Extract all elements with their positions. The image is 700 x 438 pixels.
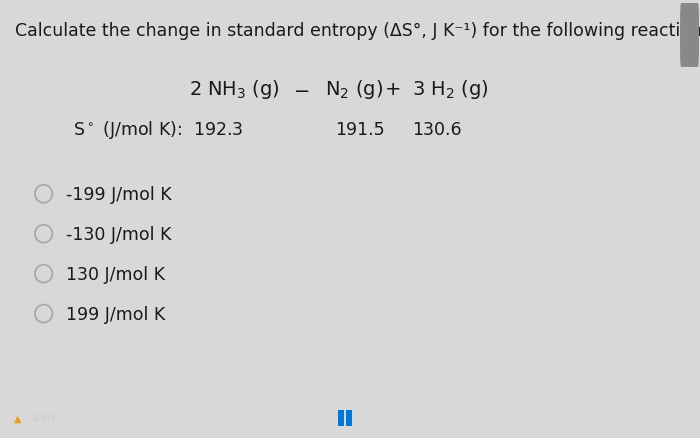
Text: 191.5: 191.5	[335, 120, 384, 138]
Text: 130.6: 130.6	[412, 120, 462, 138]
Text: -199 J/mol K: -199 J/mol K	[66, 185, 172, 203]
FancyBboxPatch shape	[346, 410, 352, 426]
Text: N$_2$ (g): N$_2$ (g)	[325, 78, 383, 101]
FancyBboxPatch shape	[680, 4, 699, 68]
Text: ▲: ▲	[14, 413, 22, 423]
Text: 63°F: 63°F	[32, 413, 58, 423]
Text: +: +	[384, 80, 401, 99]
Text: -130 J/mol K: -130 J/mol K	[66, 225, 172, 243]
Text: 2 NH$_3$ (g): 2 NH$_3$ (g)	[189, 78, 280, 101]
Text: $-$: $-$	[293, 80, 309, 99]
FancyBboxPatch shape	[338, 410, 344, 426]
Text: 130 J/mol K: 130 J/mol K	[66, 265, 165, 283]
Text: Calculate the change in standard entropy (ΔS°, J K⁻¹) for the following reaction: Calculate the change in standard entropy…	[15, 22, 700, 40]
Text: 199 J/mol K: 199 J/mol K	[66, 305, 165, 323]
Text: S$^\circ$ (J/mol K):  192.3: S$^\circ$ (J/mol K): 192.3	[73, 119, 243, 141]
Text: 3 H$_2$ (g): 3 H$_2$ (g)	[412, 78, 489, 101]
